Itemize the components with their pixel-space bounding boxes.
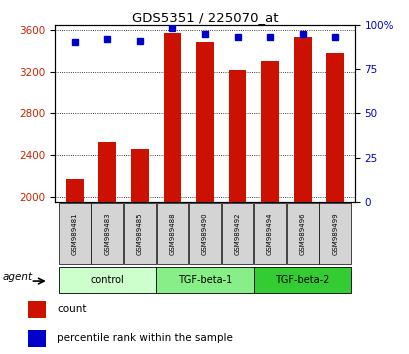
FancyBboxPatch shape <box>156 267 253 293</box>
Text: TGF-beta-1: TGF-beta-1 <box>178 275 231 285</box>
Text: TGF-beta-2: TGF-beta-2 <box>275 275 329 285</box>
Text: agent: agent <box>3 272 33 282</box>
Bar <box>130 149 148 202</box>
Text: count: count <box>57 304 87 314</box>
FancyBboxPatch shape <box>189 203 220 264</box>
FancyBboxPatch shape <box>253 267 351 293</box>
Bar <box>293 37 311 202</box>
Text: GSM989483: GSM989483 <box>104 212 110 255</box>
Text: GSM989488: GSM989488 <box>169 212 175 255</box>
FancyBboxPatch shape <box>319 203 350 264</box>
Bar <box>66 179 83 202</box>
FancyBboxPatch shape <box>286 203 318 264</box>
Bar <box>196 42 213 202</box>
Text: GSM989499: GSM989499 <box>331 212 337 255</box>
Bar <box>326 53 343 202</box>
FancyBboxPatch shape <box>221 203 253 264</box>
Text: percentile rank within the sample: percentile rank within the sample <box>57 333 233 343</box>
FancyBboxPatch shape <box>156 203 188 264</box>
Text: control: control <box>90 275 124 285</box>
Text: GSM989496: GSM989496 <box>299 212 305 255</box>
Bar <box>261 61 279 202</box>
Bar <box>98 142 116 202</box>
Text: GSM989494: GSM989494 <box>266 212 272 255</box>
Text: GSM989490: GSM989490 <box>202 212 207 255</box>
FancyBboxPatch shape <box>124 203 155 264</box>
Text: GSM989492: GSM989492 <box>234 212 240 255</box>
Bar <box>228 69 246 202</box>
Text: GSM989481: GSM989481 <box>72 212 78 255</box>
FancyBboxPatch shape <box>59 203 90 264</box>
Title: GDS5351 / 225070_at: GDS5351 / 225070_at <box>131 11 278 24</box>
FancyBboxPatch shape <box>58 267 156 293</box>
Text: GSM989485: GSM989485 <box>137 212 143 255</box>
FancyBboxPatch shape <box>254 203 285 264</box>
FancyBboxPatch shape <box>91 203 123 264</box>
Bar <box>28 301 46 318</box>
Bar <box>163 33 181 202</box>
Bar <box>28 330 46 347</box>
